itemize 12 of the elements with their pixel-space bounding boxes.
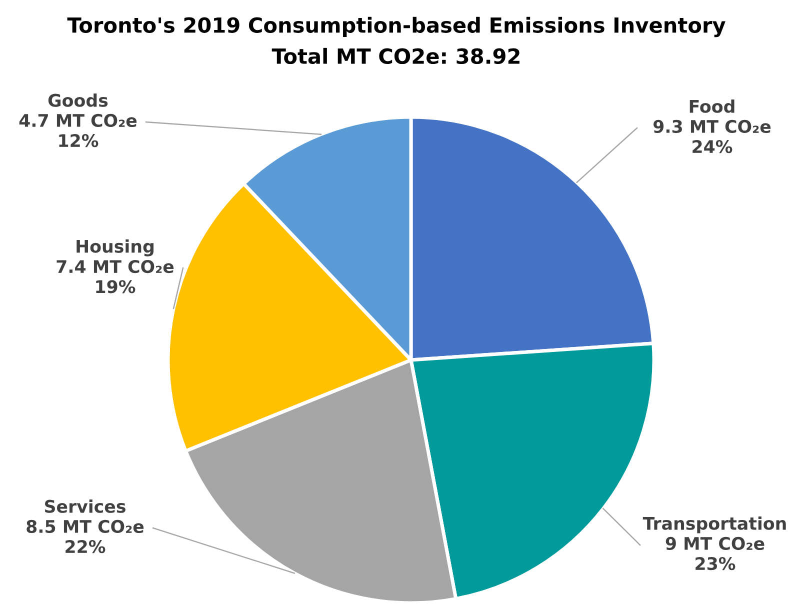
- chart-subtitle: Total MT CO2e: 38.92: [272, 48, 520, 64]
- slice-label: Housing: [76, 239, 154, 256]
- data-label: 4.7 MT CO₂e 12%: [19, 114, 137, 148]
- data-label: 8.5 MT CO₂e 22%: [26, 520, 144, 554]
- slice-label: Goods: [48, 94, 108, 107]
- slice-label: Food: [690, 100, 734, 113]
- data-label: 7.4 MT CO₂e 19%: [56, 260, 174, 294]
- slice-label: Services: [44, 500, 126, 513]
- slice-label: Transportation: [642, 516, 786, 534]
- data-label: 9.3 MT CO₂e 24%: [653, 120, 771, 154]
- chart-title: Toronto's 2019 Consumption-based Emissions Inventory: [67, 16, 726, 38]
- data-label: 9 MT CO₂e 23%: [666, 536, 764, 570]
